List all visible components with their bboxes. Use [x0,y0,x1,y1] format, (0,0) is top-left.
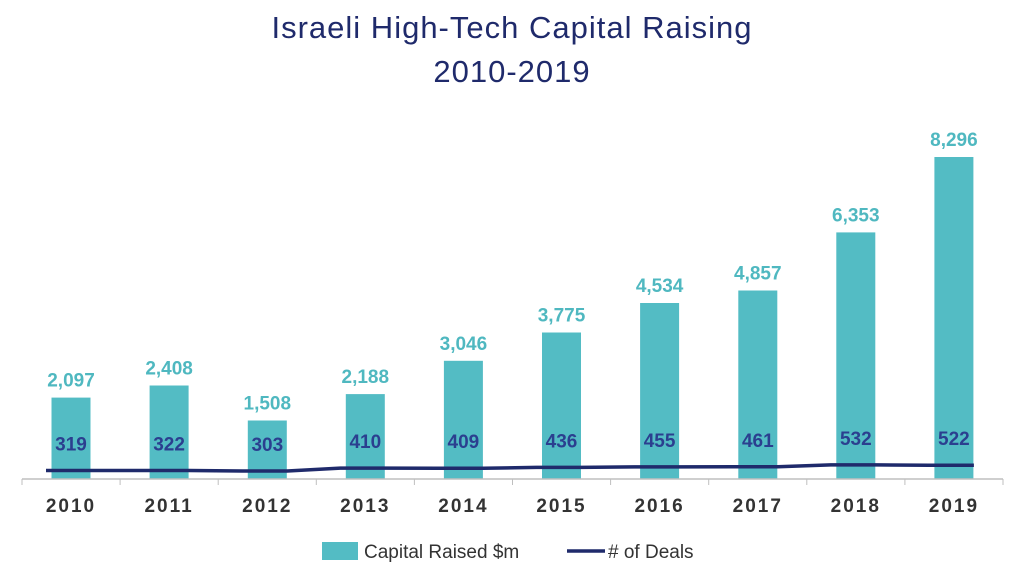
deals-value-label: 319 [55,435,87,456]
deals-value-label: 532 [840,429,872,450]
x-tick-label: 2017 [733,496,783,517]
x-tick-label: 2018 [831,496,881,517]
chart-subtitle: 2010-2019 [433,54,591,89]
bar-value-label: 3,046 [440,334,488,355]
x-tick-label: 2011 [144,496,193,517]
x-tick-label: 2012 [242,496,292,517]
deals-value-label: 322 [153,435,185,456]
x-tick-label: 2010 [46,496,96,517]
bar-2010 [51,397,91,479]
bar-2013 [345,394,385,479]
bar-2017 [738,290,778,479]
bar-value-label: 8,296 [930,130,978,151]
x-tick-label: 2019 [929,496,979,517]
x-tick-label: 2014 [438,496,488,517]
bar-2015 [542,332,581,479]
bar-value-label: 2,097 [47,371,95,392]
x-tick-label: 2015 [536,496,586,517]
deals-value-label: 455 [644,431,676,452]
bar-2012 [247,420,287,479]
chart-title: Israeli High-Tech Capital Raising [271,10,753,45]
deals-value-label: 409 [448,432,480,453]
bar-value-label: 3,775 [538,306,586,327]
x-tick-label: 2016 [634,496,684,517]
legend-swatch-capital [322,542,358,560]
bar-2014 [443,360,483,479]
bar-2016 [640,303,680,479]
deals-value-label: 522 [938,429,970,450]
bar-value-label: 4,857 [734,264,782,285]
bar-2018 [836,232,876,479]
bar-2011 [149,385,189,479]
bar-value-label: 2,188 [342,367,390,388]
deals-value-label: 303 [251,435,283,456]
legend-label-deals: # of Deals [608,542,694,563]
x-tick-label: 2013 [340,496,390,517]
deals-value-label: 410 [349,432,381,453]
bar-2019 [934,157,974,479]
deals-line [46,463,974,473]
bar-value-label: 4,534 [636,276,684,297]
deals-value-label: 436 [546,431,578,452]
bar-value-label: 6,353 [832,205,880,226]
legend-label-capital: Capital Raised $m [364,542,519,563]
bar-value-label: 1,508 [244,394,292,415]
deals-value-label: 461 [742,431,774,452]
bar-value-label: 2,408 [145,359,193,380]
